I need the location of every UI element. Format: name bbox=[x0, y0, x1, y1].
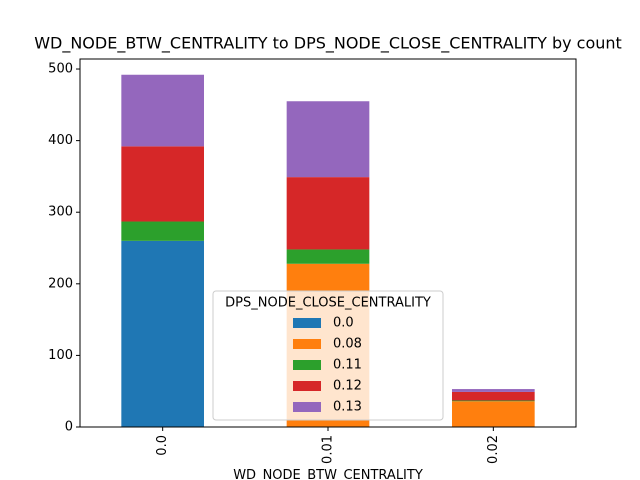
bar-segment bbox=[452, 401, 535, 427]
chart-title: WD_NODE_BTW_CENTRALITY to DPS_NODE_CLOSE… bbox=[34, 34, 622, 54]
bar-segment bbox=[121, 221, 204, 241]
bar-segment bbox=[286, 177, 370, 250]
legend-label: 0.08 bbox=[333, 337, 362, 352]
bar-segment bbox=[121, 74, 204, 147]
x-tick-label: 0.02 bbox=[486, 435, 501, 464]
legend-swatch bbox=[293, 381, 321, 391]
bar-segment bbox=[286, 249, 370, 264]
legend-swatch bbox=[293, 402, 321, 412]
legend-swatch bbox=[293, 360, 321, 370]
y-tick-label: 200 bbox=[48, 276, 73, 291]
bar-segment bbox=[121, 146, 204, 222]
legend-box bbox=[212, 290, 444, 421]
x-axis-label: WD_NODE_BTW_CENTRALITY bbox=[233, 468, 423, 480]
y-tick-label: 100 bbox=[48, 348, 73, 363]
legend: DPS_NODE_CLOSE_CENTRALITY 0.0 0.08 0.11 0.12… bbox=[212, 290, 444, 421]
y-tick-label: 0 bbox=[65, 420, 73, 435]
bar-segment bbox=[452, 400, 535, 402]
y-tick-label: 500 bbox=[48, 62, 73, 77]
legend-swatch bbox=[293, 339, 321, 349]
legend-label: 0.0 bbox=[333, 316, 354, 331]
x-tick-label: 0.0 bbox=[155, 435, 170, 456]
plot-frame bbox=[79, 58, 577, 428]
bar-segment bbox=[452, 391, 535, 401]
bar-segment bbox=[121, 240, 204, 427]
legend-swatch bbox=[293, 318, 321, 328]
bar-segment bbox=[286, 101, 370, 178]
legend-label: 0.12 bbox=[333, 379, 362, 394]
bar-segment bbox=[452, 389, 535, 392]
y-tick-label: 400 bbox=[48, 133, 73, 148]
legend-title: DPS_NODE_CLOSE_CENTRALITY bbox=[225, 296, 431, 311]
y-tick-label: 300 bbox=[48, 205, 73, 220]
legend-label: 0.11 bbox=[333, 358, 362, 373]
x-tick-label: 0.01 bbox=[321, 435, 336, 464]
legend-label: 0.13 bbox=[333, 400, 362, 415]
